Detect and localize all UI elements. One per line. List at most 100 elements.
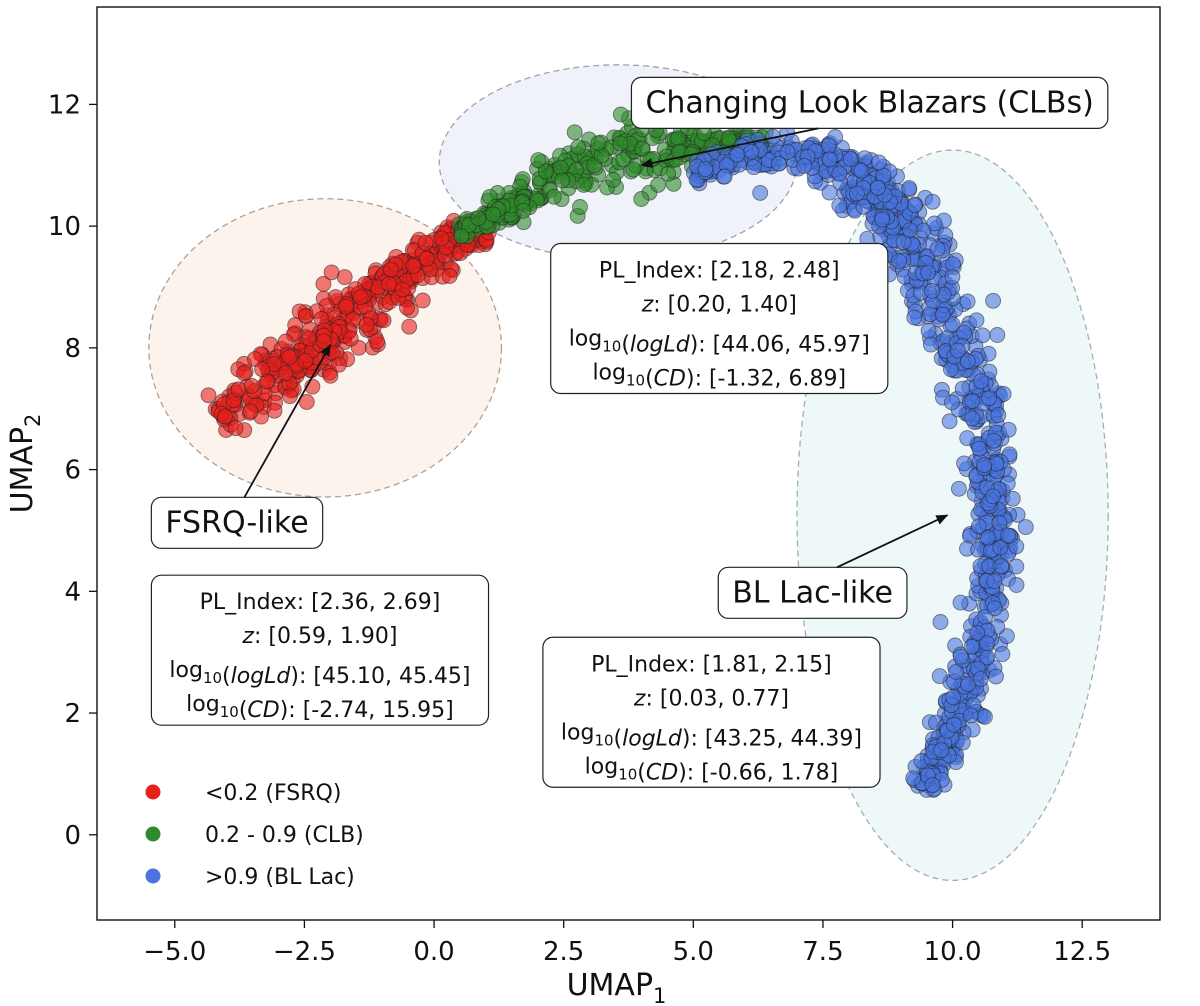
- data-point: [986, 573, 1003, 590]
- data-point: [236, 365, 252, 382]
- data-point: [956, 455, 973, 472]
- y-tick-label: 6: [64, 456, 81, 486]
- data-point: [959, 293, 976, 310]
- data-point: [570, 139, 587, 156]
- data-point: [932, 614, 949, 630]
- data-point: [831, 197, 848, 214]
- data-point: [934, 306, 951, 323]
- data-point: [820, 137, 837, 154]
- data-point: [988, 668, 1004, 685]
- data-point: [980, 529, 997, 546]
- data-point: [926, 215, 943, 232]
- data-point: [944, 316, 961, 333]
- plot-frame: [96, 6, 1161, 921]
- stat-line: PL_Index: [1.81, 2.15]: [591, 652, 832, 677]
- data-point: [941, 413, 958, 430]
- data-point: [515, 202, 532, 219]
- x-tick-label: 0.0: [413, 937, 454, 967]
- data-point: [972, 671, 989, 688]
- data-point: [414, 292, 431, 309]
- data-point: [697, 161, 714, 178]
- x-tick-label: 7.5: [802, 937, 843, 967]
- bllac-stats-box: PL_Index: [1.81, 2.15] z: [0.03, 0.77] log…: [542, 636, 881, 788]
- data-point: [381, 276, 397, 292]
- data-point: [992, 539, 1009, 556]
- stat-line: log10(CD): [-1.32, 6.89]: [592, 360, 846, 391]
- bllac-label-frame: [717, 566, 908, 619]
- fsrq-label-text: FSRQ-like: [165, 505, 308, 540]
- data-point: [848, 185, 865, 202]
- data-point: [948, 663, 965, 680]
- legend-marker: [145, 868, 161, 884]
- data-point: [991, 514, 1008, 531]
- bllac-label-text: BL Lac-like: [732, 575, 893, 610]
- data-point: [976, 457, 993, 474]
- data-point: [952, 648, 969, 665]
- data-point: [902, 222, 918, 239]
- data-point: [633, 191, 650, 207]
- data-point: [990, 407, 1007, 424]
- data-point: [417, 234, 434, 251]
- data-point: [752, 184, 769, 201]
- clb-label-frame: [630, 76, 1109, 129]
- stat-line: PL_Index: [2.36, 2.69]: [200, 590, 441, 615]
- stat-line: log10(CD): [-0.66, 1.78]: [585, 754, 839, 785]
- x-tick-label: −5.0: [143, 937, 206, 967]
- stat-box-frame: [150, 574, 490, 726]
- data-point: [470, 210, 487, 227]
- y-tick-label: 0: [64, 821, 81, 851]
- fsrq-label-frame: [150, 496, 324, 549]
- data-point: [358, 316, 375, 333]
- data-point: [634, 140, 651, 157]
- data-point: [338, 298, 355, 315]
- data-point: [745, 159, 762, 176]
- data-point: [994, 646, 1011, 663]
- data-point: [853, 162, 870, 179]
- data-point: [933, 742, 950, 759]
- data-point: [956, 324, 973, 341]
- data-point: [920, 322, 937, 339]
- data-point: [891, 253, 907, 270]
- data-point: [915, 222, 932, 239]
- data-point: [976, 708, 993, 725]
- data-point: [612, 106, 629, 123]
- data-point: [743, 143, 759, 160]
- data-point: [485, 206, 502, 223]
- data-point: [401, 318, 418, 335]
- data-point: [874, 211, 891, 228]
- data-point: [968, 312, 985, 329]
- data-point: [770, 155, 787, 172]
- data-point: [281, 388, 298, 405]
- y-tick-label: 8: [64, 334, 81, 364]
- data-point: [297, 352, 314, 369]
- data-point: [572, 199, 588, 215]
- x-tick-label: 12.5: [1053, 937, 1111, 967]
- data-point: [906, 197, 923, 214]
- data-point: [973, 373, 989, 390]
- data-point: [969, 625, 986, 641]
- data-point: [566, 124, 583, 141]
- data-point: [625, 161, 642, 178]
- data-point: [944, 268, 961, 285]
- legend-label: <0.2 (FSRQ): [205, 781, 341, 806]
- data-point: [962, 707, 979, 724]
- data-point: [323, 264, 340, 281]
- data-point: [217, 408, 233, 425]
- clb-label: Changing Look Blazars (CLBs): [630, 76, 1109, 168]
- data-point: [945, 716, 962, 733]
- y-tick-label: 10: [48, 212, 81, 242]
- data-point: [322, 367, 339, 384]
- data-point: [230, 381, 247, 398]
- x-axis-label: UMAP1: [567, 968, 667, 1006]
- data-point: [943, 394, 960, 411]
- stat-box-frame: [542, 636, 881, 788]
- data-point: [922, 336, 939, 353]
- fsrq-stats-box: PL_Index: [2.36, 2.69] z: [0.59, 1.90] log…: [150, 574, 490, 726]
- data-point: [342, 330, 359, 347]
- data-point: [441, 268, 458, 284]
- data-point: [1008, 538, 1025, 555]
- data-point: [995, 386, 1012, 402]
- data-point: [545, 188, 562, 205]
- data-point: [227, 420, 244, 437]
- data-point: [1000, 527, 1017, 544]
